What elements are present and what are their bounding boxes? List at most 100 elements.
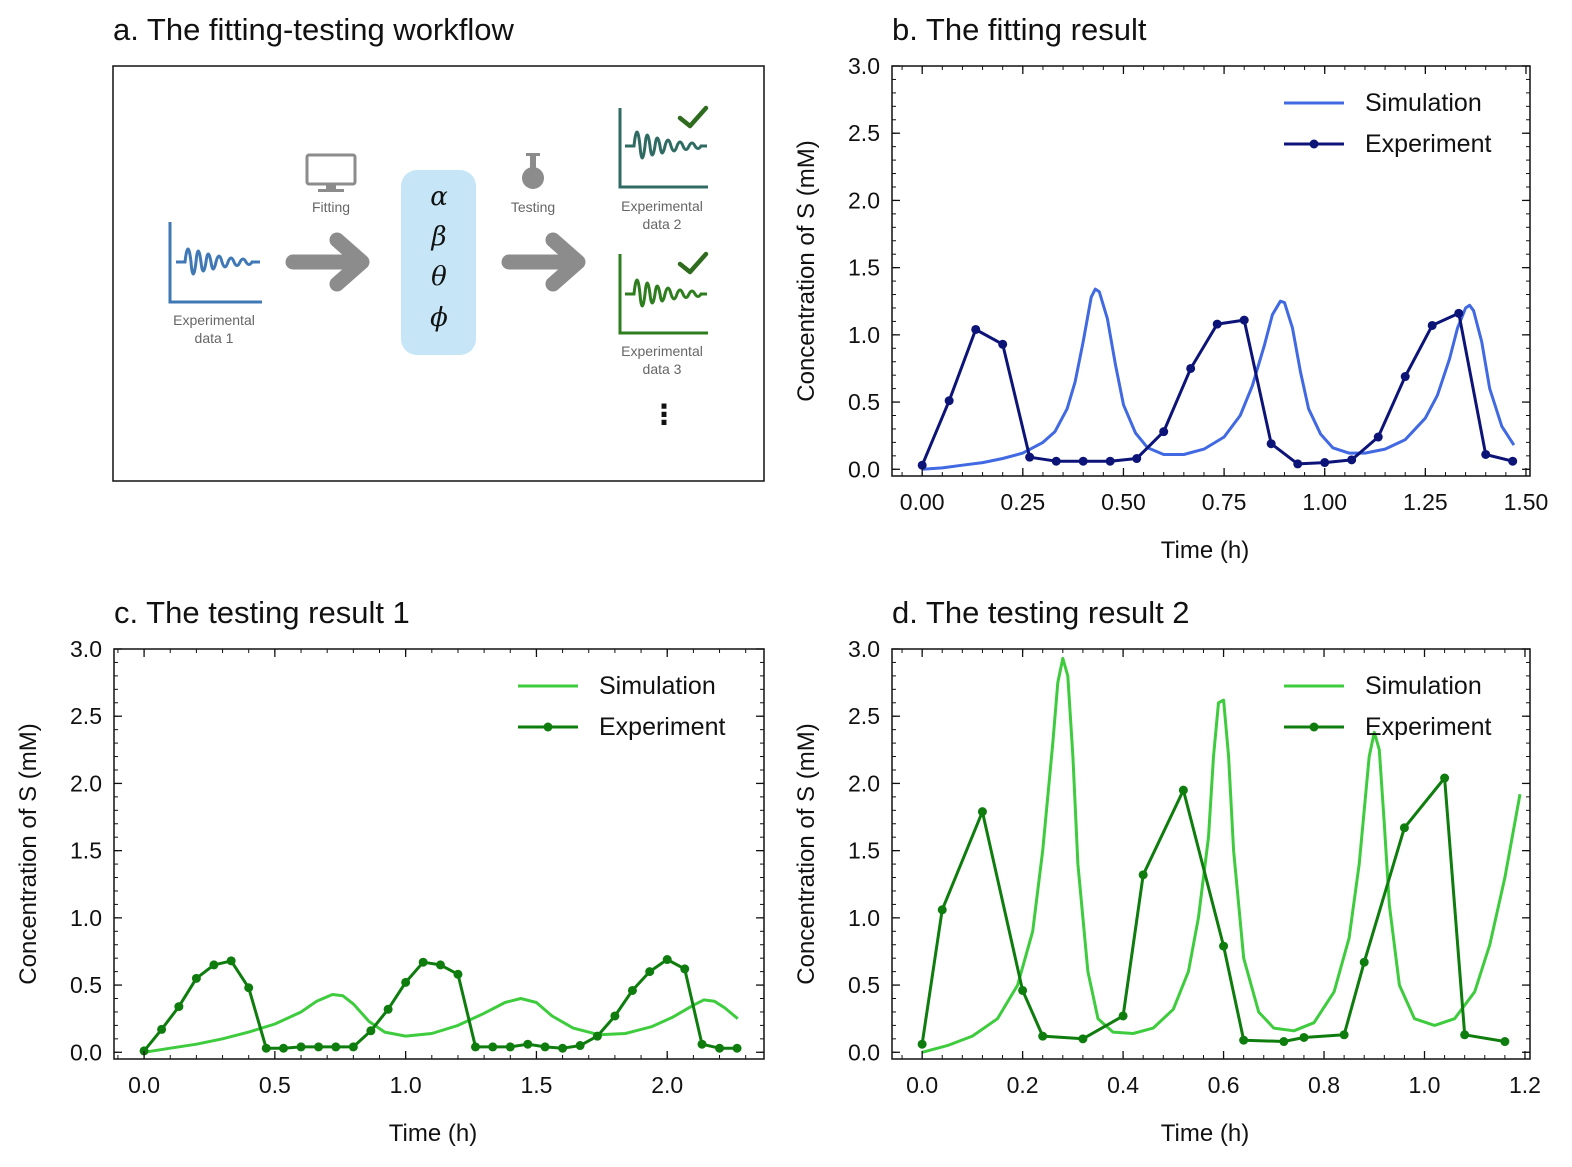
waveform-icon (618, 254, 708, 335)
plot-frame (113, 648, 765, 1060)
x-tick-label: 1.00 (1302, 489, 1347, 515)
y-tick-label: 2.5 (848, 703, 880, 729)
data3-label-line2: data 3 (643, 361, 682, 377)
x-tick-label: 0.5 (259, 1072, 291, 1098)
y-tick-label: 1.5 (848, 255, 880, 281)
y-tick-label: 0.5 (70, 972, 102, 998)
x-tick-label: 0.6 (1208, 1072, 1240, 1098)
data-point (715, 1043, 725, 1053)
legend-label: Simulation (599, 672, 716, 700)
y-tick-label: 2.0 (848, 187, 880, 213)
y-axis-label: Concentration of S (mM) (15, 723, 42, 984)
data-point (971, 324, 981, 334)
data-point (226, 956, 236, 966)
testing-label: Testing (511, 199, 555, 215)
data-point (191, 973, 201, 983)
data-point (1508, 456, 1518, 466)
y-tick-label: 1.0 (848, 905, 880, 931)
fitting-label: Fitting (312, 199, 350, 215)
chart-testing-result-2: d. The testing result 2 0.0 0.2 0.4 0.6 0.8 1.… (793, 595, 1541, 1147)
data-point (314, 1042, 324, 1052)
data-point (453, 969, 463, 979)
data-point (1212, 319, 1222, 329)
data-point (1018, 985, 1028, 995)
legend-label: Experiment (1365, 130, 1491, 158)
data-point (1132, 454, 1142, 464)
data-point (592, 1031, 602, 1041)
monitor-icon (305, 153, 357, 192)
param-beta: β (430, 222, 446, 252)
x-tick-label: 1.0 (390, 1072, 422, 1098)
data-point (937, 905, 947, 915)
data-point (977, 807, 987, 817)
x-tick-label: 0.0 (906, 1072, 938, 1098)
arrow-icon (501, 232, 586, 292)
data-point (383, 1004, 393, 1014)
data-point (1078, 456, 1088, 466)
data-point (662, 955, 672, 965)
y-tick-label: 2.5 (848, 120, 880, 146)
data3-label-line1: Experimental (621, 343, 703, 359)
checkmark-icon (677, 105, 709, 129)
data-point (296, 1042, 306, 1052)
x-tick-label: 0.8 (1308, 1072, 1340, 1098)
x-tick-label: 1.5 (520, 1072, 552, 1098)
y-tick-label: 0.5 (848, 972, 880, 998)
data-point (1279, 1037, 1289, 1047)
data1-label-line2: data 1 (195, 330, 234, 346)
series-simulation-line (922, 287, 1516, 471)
data-point (157, 1024, 167, 1034)
data-point (1025, 452, 1035, 462)
data-point (575, 1041, 585, 1051)
data-point (917, 1039, 927, 1049)
data-point (1051, 456, 1061, 466)
data-point (1118, 1011, 1128, 1021)
data-point (401, 977, 411, 987)
x-tick-label: 2.0 (651, 1072, 683, 1098)
data-point (1320, 458, 1330, 468)
y-tick-label: 0.0 (70, 1039, 102, 1065)
y-tick-label: 3.0 (70, 636, 102, 662)
param-theta: θ (431, 262, 447, 292)
data-point (1038, 1031, 1048, 1041)
data-point (139, 1046, 149, 1056)
legend-label: Experiment (599, 713, 725, 741)
parameter-box (401, 170, 476, 355)
legend-label: Simulation (1365, 89, 1482, 117)
data-point (278, 1043, 288, 1053)
y-tick-label: 0.0 (848, 456, 880, 482)
data-point (1078, 1034, 1088, 1044)
data-point (732, 1043, 742, 1053)
data-point (697, 1039, 707, 1049)
legend-marker (1309, 139, 1319, 149)
waveform-icon (618, 108, 708, 189)
data-point (348, 1042, 358, 1052)
x-tick-label: 0.00 (900, 489, 945, 515)
x-tick-label: 1.2 (1509, 1072, 1541, 1098)
waveform-icon (168, 222, 262, 304)
data-point (488, 1042, 498, 1052)
chart-fitting-result: b. The fitting result 0.00 0.25 0.50 0.75 1.0… (793, 12, 1548, 564)
x-tick-label: 0.75 (1202, 489, 1247, 515)
y-tick-label: 0.0 (848, 1039, 880, 1065)
data-point (1299, 1032, 1309, 1042)
y-tick-label: 1.0 (70, 905, 102, 931)
workflow-title: a. The fitting-testing workflow (113, 12, 514, 47)
arrow-icon (285, 232, 370, 292)
data-point (558, 1043, 568, 1053)
x-axis-label: Time (h) (389, 1120, 477, 1147)
y-tick-label: 2.0 (848, 770, 880, 796)
flask-icon (522, 153, 544, 189)
data-point (1440, 773, 1450, 783)
x-tick-label: 0.0 (128, 1072, 160, 1098)
workflow-panel: a. The fitting-testing workflow Experime… (112, 12, 765, 482)
x-tick-label: 0.25 (1000, 489, 1045, 515)
series-simulation-line (921, 656, 1522, 1054)
legend-label: Simulation (1365, 672, 1482, 700)
checkmark-icon (677, 251, 709, 275)
plot-frame (891, 65, 1531, 477)
data-point (418, 957, 428, 967)
data-point (1178, 785, 1188, 795)
plot-frame (891, 648, 1531, 1060)
data-point (174, 1002, 184, 1012)
